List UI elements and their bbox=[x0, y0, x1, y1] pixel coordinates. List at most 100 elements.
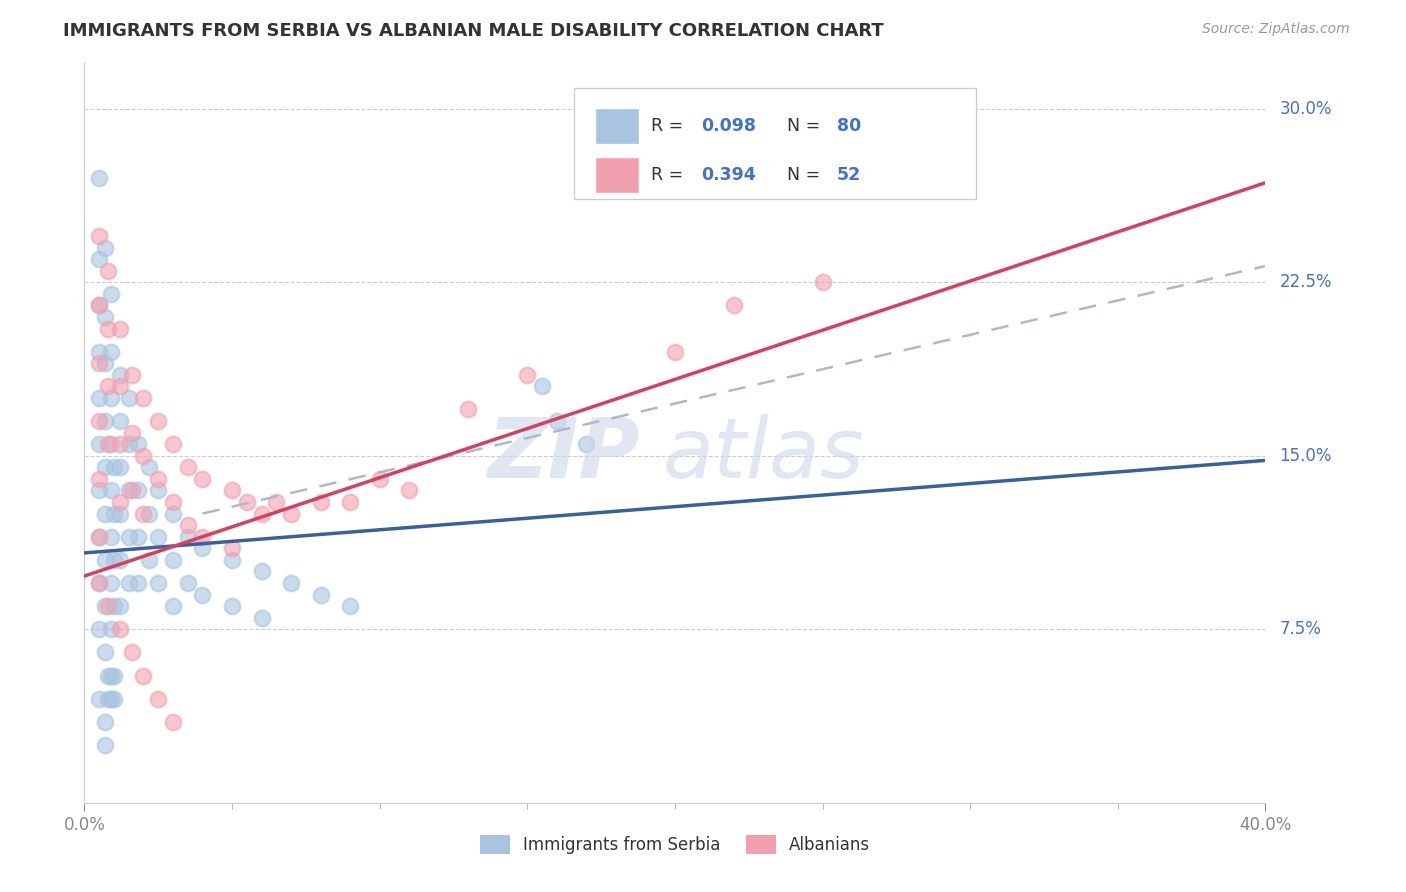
Point bbox=[127, 437, 149, 451]
Point bbox=[221, 553, 243, 567]
Text: 0.394: 0.394 bbox=[700, 166, 755, 184]
Point bbox=[103, 691, 125, 706]
Point bbox=[100, 622, 122, 636]
Point bbox=[100, 483, 122, 498]
Point bbox=[87, 530, 111, 544]
Point bbox=[118, 530, 141, 544]
Point bbox=[138, 460, 160, 475]
Point bbox=[309, 588, 332, 602]
Point bbox=[87, 356, 111, 370]
Text: 15.0%: 15.0% bbox=[1279, 447, 1331, 465]
Point bbox=[339, 599, 361, 614]
Text: 52: 52 bbox=[837, 166, 860, 184]
Point bbox=[103, 460, 125, 475]
Point bbox=[87, 691, 111, 706]
Legend: Immigrants from Serbia, Albanians: Immigrants from Serbia, Albanians bbox=[474, 829, 876, 861]
Point bbox=[250, 610, 273, 624]
Text: N =: N = bbox=[787, 166, 825, 184]
Point bbox=[148, 414, 170, 428]
Point bbox=[339, 495, 361, 509]
Point bbox=[221, 599, 243, 614]
Point bbox=[191, 530, 214, 544]
Point bbox=[191, 541, 214, 556]
Point bbox=[97, 691, 120, 706]
Point bbox=[97, 321, 120, 335]
Point bbox=[100, 668, 122, 682]
Point bbox=[87, 414, 111, 428]
Point bbox=[127, 530, 149, 544]
Point bbox=[811, 275, 834, 289]
Point bbox=[148, 530, 170, 544]
Point bbox=[87, 391, 111, 405]
Point bbox=[191, 472, 214, 486]
Point bbox=[97, 668, 120, 682]
Point bbox=[457, 402, 479, 417]
Point bbox=[87, 483, 111, 498]
Point bbox=[87, 576, 111, 591]
Text: 0.098: 0.098 bbox=[700, 117, 756, 136]
Point bbox=[127, 483, 149, 498]
Text: 22.5%: 22.5% bbox=[1279, 273, 1331, 291]
Point bbox=[87, 229, 111, 244]
Text: 7.5%: 7.5% bbox=[1279, 620, 1322, 639]
Point bbox=[87, 530, 111, 544]
Point bbox=[87, 171, 111, 186]
Point bbox=[148, 576, 170, 591]
Point bbox=[121, 425, 143, 440]
Point bbox=[121, 483, 143, 498]
Point bbox=[87, 472, 111, 486]
Point bbox=[132, 391, 155, 405]
Point bbox=[108, 368, 131, 382]
Point bbox=[108, 495, 131, 509]
Point bbox=[162, 714, 184, 729]
Point bbox=[280, 576, 302, 591]
Text: R =: R = bbox=[651, 117, 689, 136]
Text: R =: R = bbox=[651, 166, 689, 184]
Point bbox=[148, 483, 170, 498]
Point bbox=[108, 437, 131, 451]
Point bbox=[94, 599, 117, 614]
Point bbox=[148, 472, 170, 486]
Point bbox=[546, 414, 568, 428]
Text: N =: N = bbox=[787, 117, 825, 136]
Point bbox=[118, 437, 141, 451]
Point bbox=[100, 286, 122, 301]
Point bbox=[87, 298, 111, 312]
Point bbox=[97, 263, 120, 277]
Text: atlas: atlas bbox=[664, 414, 865, 495]
Point bbox=[108, 553, 131, 567]
Point bbox=[108, 460, 131, 475]
Point bbox=[108, 321, 131, 335]
Point bbox=[108, 507, 131, 521]
Point bbox=[108, 599, 131, 614]
Point bbox=[221, 483, 243, 498]
FancyBboxPatch shape bbox=[575, 88, 976, 200]
Point bbox=[94, 553, 117, 567]
Bar bbox=[595, 108, 640, 145]
Point bbox=[266, 495, 288, 509]
Point bbox=[94, 356, 117, 370]
Text: ZIP: ZIP bbox=[486, 414, 640, 495]
Point bbox=[121, 368, 143, 382]
Point bbox=[531, 379, 554, 393]
Point bbox=[97, 437, 120, 451]
Point bbox=[664, 344, 686, 359]
Point bbox=[118, 483, 141, 498]
Point bbox=[162, 437, 184, 451]
Text: 30.0%: 30.0% bbox=[1279, 100, 1331, 118]
Point bbox=[94, 714, 117, 729]
Point bbox=[250, 565, 273, 579]
Point bbox=[87, 252, 111, 266]
Point bbox=[177, 460, 200, 475]
Point bbox=[97, 599, 120, 614]
Point bbox=[94, 310, 117, 324]
Point bbox=[103, 599, 125, 614]
Point bbox=[108, 414, 131, 428]
Point bbox=[162, 553, 184, 567]
Point bbox=[368, 472, 391, 486]
Point bbox=[94, 507, 117, 521]
Point bbox=[138, 553, 160, 567]
Point bbox=[575, 437, 598, 451]
Point bbox=[121, 645, 143, 659]
Point bbox=[162, 599, 184, 614]
